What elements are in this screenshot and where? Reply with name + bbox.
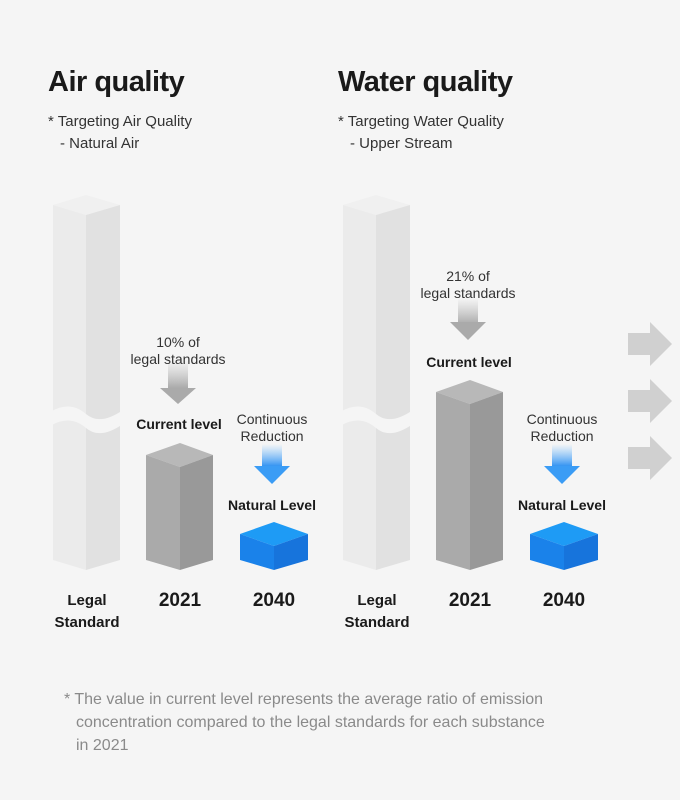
footnote-line2: concentration compared to the legal stan…	[76, 714, 545, 731]
break-mark	[50, 406, 123, 434]
water-current-note: 21% of legal standards	[421, 268, 516, 302]
legal-line2: Standard	[54, 614, 120, 631]
air-natural-label: Natural Level	[228, 497, 316, 513]
water-legal-standard-label: Legal Standard	[344, 590, 409, 634]
air-reduction-line1: Continuous	[236, 411, 308, 427]
air-legal-standard-bar	[50, 195, 123, 570]
break-mark	[340, 406, 413, 434]
water-down-arrow-icon	[450, 298, 486, 340]
air-target-line2: - Natural Air	[60, 135, 140, 152]
next-arrow-icon[interactable]	[628, 322, 672, 480]
footnote-line3: in 2021	[76, 737, 129, 754]
water-target-line1: * Targeting Water Quality	[338, 113, 504, 130]
legal-line1: Legal	[67, 592, 107, 609]
air-reduction-arrow-icon	[254, 444, 290, 484]
water-legal-standard-bar	[340, 195, 413, 570]
water-target: * Targeting Water Quality - Upper Stream	[338, 111, 504, 155]
water-current-label: Current level	[426, 354, 512, 370]
air-year-2021: 2021	[158, 590, 202, 611]
legal-line1: Legal	[357, 592, 397, 609]
air-quality-title: Air quality	[48, 66, 185, 98]
air-reduction-label: Continuous Reduction	[237, 411, 308, 445]
air-reduction-line2: Reduction	[240, 428, 304, 444]
water-reduction-arrow-icon	[544, 444, 580, 484]
air-current-bar	[146, 443, 213, 570]
air-target: * Targeting Air Quality - Natural Air	[48, 111, 192, 155]
footnote-line1: * The value in current level represents …	[64, 691, 544, 708]
air-current-note: 10% of legal standards	[131, 334, 226, 368]
air-current-label: Current level	[136, 416, 222, 432]
legal-line2: Standard	[344, 614, 410, 631]
water-reduction-line2: Reduction	[530, 428, 594, 444]
water-target-line2: - Upper Stream	[350, 135, 453, 152]
air-note-line2: legal standards	[130, 351, 226, 367]
water-quality-title: Water quality	[338, 66, 513, 98]
water-natural-level-block	[530, 522, 598, 570]
air-natural-level-block	[240, 522, 308, 570]
water-year-2040: 2040	[542, 590, 586, 611]
water-current-bar	[436, 380, 503, 570]
air-note-line1: 10% of	[156, 334, 200, 350]
air-target-line1: * Targeting Air Quality	[48, 113, 192, 130]
air-legal-standard-label: Legal Standard	[54, 590, 119, 634]
water-reduction-label: Continuous Reduction	[527, 411, 598, 445]
footnote: * The value in current level represents …	[64, 688, 545, 757]
water-year-2021: 2021	[448, 590, 492, 611]
water-note-line1: 21% of	[446, 268, 490, 284]
water-reduction-line1: Continuous	[526, 411, 598, 427]
water-natural-label: Natural Level	[518, 497, 606, 513]
air-down-arrow-icon	[160, 360, 196, 404]
water-note-line2: legal standards	[420, 285, 516, 301]
air-year-2040: 2040	[252, 590, 296, 611]
